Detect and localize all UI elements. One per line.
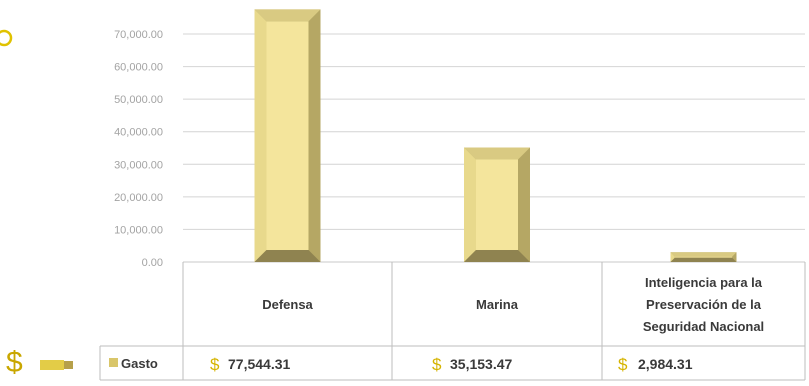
bar-left-face — [464, 147, 476, 262]
bar-left-face — [254, 9, 267, 262]
bar-defensa — [254, 9, 321, 262]
bar-top-face — [464, 147, 530, 160]
value-label: 35,153.47 — [450, 356, 512, 372]
y-tick-label: 40,000.00 — [114, 127, 163, 139]
currency-decoration: $ — [6, 346, 23, 379]
bar-bottom-face — [670, 257, 737, 262]
y-axis-ticks: 0.00 10,000.00 20,000.00 30,000.00 40,000.00… — [114, 29, 163, 269]
bar-top-face — [670, 252, 737, 257]
bar-bottom-face — [464, 250, 530, 262]
category-label: Defensa — [262, 297, 313, 312]
bar-bottom-face — [254, 250, 321, 262]
legend-label: Gasto — [121, 356, 158, 371]
y-tick-label: 20,000.00 — [114, 192, 163, 204]
currency-symbol: $ — [432, 355, 442, 374]
data-table: Defensa Marina Inteligencia para la Preserv… — [99, 262, 806, 381]
bar-decoration-end-icon — [64, 361, 73, 369]
value-label: 77,544.31 — [228, 356, 290, 372]
legend-swatch — [109, 358, 118, 367]
currency-symbol: $ — [210, 355, 220, 374]
bar-front-face — [674, 256, 733, 258]
bar-top-face — [254, 9, 321, 22]
bars — [254, 9, 737, 262]
bar-left-face — [670, 252, 675, 262]
y-tick-label: 50,000.00 — [114, 94, 163, 106]
bar-inteligencia — [670, 252, 737, 262]
bar-front-face — [266, 21, 309, 250]
y-tick-label: 70,000.00 — [114, 29, 163, 41]
currency-symbol: $ — [618, 355, 628, 374]
value-label: 2,984.31 — [638, 356, 693, 372]
y-tick-label: 30,000.00 — [114, 159, 163, 171]
y-tick-label: 60,000.00 — [114, 62, 163, 74]
bar-decoration-icon — [40, 360, 64, 370]
category-label: Inteligencia para la Preservación de la Se… — [643, 275, 764, 334]
bar-front-face — [476, 159, 518, 250]
y-tick-label: 0.00 — [142, 257, 163, 269]
circle-decoration-icon — [0, 29, 13, 47]
category-label: Marina — [476, 297, 519, 312]
y-tick-label: 10,000.00 — [114, 224, 163, 236]
bar-marina — [464, 147, 530, 262]
left-decoration: $ — [0, 29, 73, 379]
